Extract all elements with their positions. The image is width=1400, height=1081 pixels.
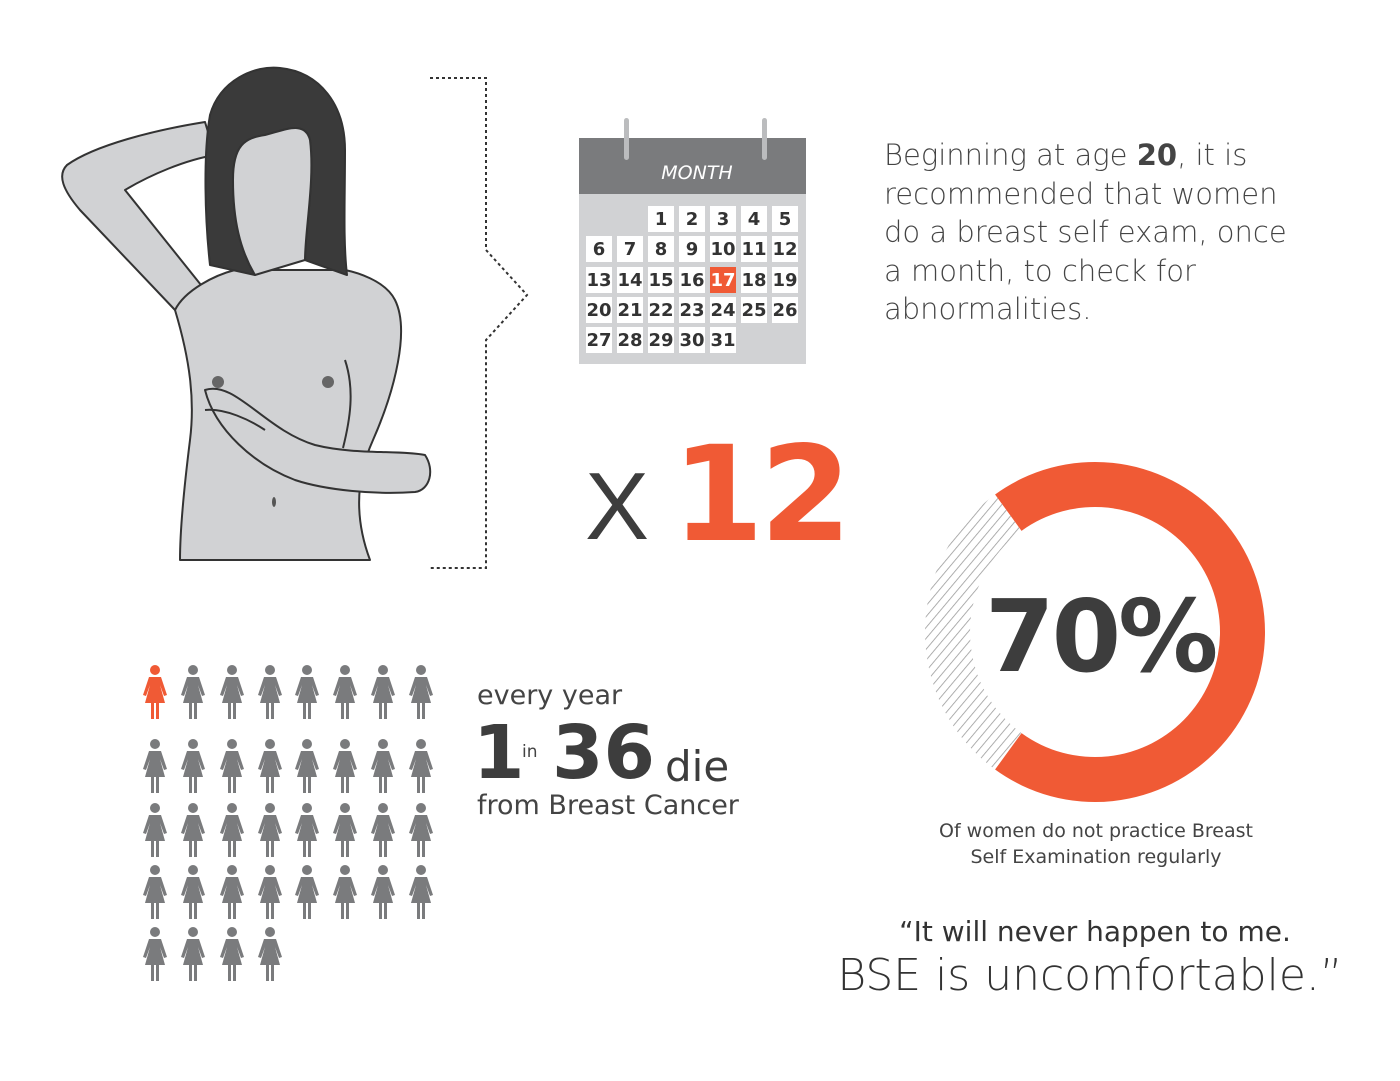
donut-slice-remainder [925,494,1022,770]
woman-figure-icon [295,739,319,793]
woman-figure-icon [220,665,244,719]
calendar-day: 7 [617,236,643,263]
calendar-day: 24 [710,296,736,323]
stat-from: from Breast Cancer [477,790,739,821]
donut-center-label: 70% [985,578,1218,695]
woman-figure-icon [181,865,205,919]
woman-figure-icon [220,803,244,857]
calendar-day: 5 [772,206,798,232]
calendar-header [579,138,806,194]
woman-figure-icon [220,865,244,919]
woman-figure-icon [258,927,282,981]
calendar-day: 3 [710,206,736,232]
calendar-day: 27 [586,327,612,354]
calendar-day: 29 [648,327,674,354]
calendar-day: 25 [741,296,767,323]
woman-figure-icon [258,739,282,793]
woman-figure-icon [409,803,433,857]
calendar-day: 31 [710,327,736,354]
woman-figure-icon [258,803,282,857]
woman-figure-icon [333,803,357,857]
stat-in: in [522,742,538,762]
woman-figure-icon [333,665,357,719]
calendar-day: 22 [648,296,674,323]
times-symbol: X [585,453,650,560]
intro-pre: Beginning at age [884,138,1137,172]
calendar-day: 21 [617,296,643,323]
donut-slice-highlight [995,462,1265,802]
woman-figure-icon [258,665,282,719]
bracket-dotted [430,77,529,569]
woman-figure-icon [371,865,395,919]
calendar-day: 30 [679,327,705,354]
calendar-day: 11 [741,236,767,263]
intro-post: , it is recommended that women do a brea… [884,138,1287,326]
woman-figure-icon [295,803,319,857]
intro-text: Beginning at age 20, it is recommended t… [884,136,1304,329]
calendar-day: 17 [710,266,736,293]
times-count: 12 [672,418,852,572]
woman-figure-icon [409,739,433,793]
stat-every-year: every year [477,680,623,711]
calendar-day: 20 [586,296,612,323]
woman-figure-icon [258,865,282,919]
woman-figure-icon [181,927,205,981]
woman-figure-icon [143,803,167,857]
woman-figure-icon [295,865,319,919]
woman-figure-icon [371,739,395,793]
woman-figure-icon [333,865,357,919]
woman-figure-icon [409,665,433,719]
woman-figure-icon [143,739,167,793]
woman-figure-icon [333,739,357,793]
calendar-day: 14 [617,266,643,293]
woman-figure-icon [295,665,319,719]
woman-figure-icon [409,865,433,919]
calendar-ring-icon [762,118,767,160]
calendar-day: 16 [679,266,705,293]
women-figures-grid [143,665,433,981]
calendar-day: 6 [586,236,612,263]
donut-caption: Of women do not practice Breast Self Exa… [939,820,1253,868]
calendar-day: 10 [710,236,736,263]
calendar-ring-icon [624,118,629,160]
woman-figure-icon [181,803,205,857]
calendar-title: MONTH [661,162,733,184]
calendar-day: 4 [741,206,767,232]
quote-line-1: “It will never happen to me. [899,915,1291,948]
calendar-day: 19 [772,266,798,293]
woman-figure-icon [220,927,244,981]
woman-figure-icon [181,665,205,719]
calendar-day: 9 [679,236,705,263]
woman-self-exam-illustration [61,66,432,561]
donut-chart [925,462,1265,802]
calendar-day: 8 [648,236,674,263]
woman-figure-icon [143,865,167,919]
intro-age: 20 [1136,138,1178,172]
woman-figure-icon [143,665,167,719]
woman-figure-icon [143,927,167,981]
calendar-day: 28 [617,327,643,354]
woman-figure-icon [220,739,244,793]
calendar-day: 12 [772,236,798,263]
calendar-day: 1 [648,206,674,232]
quote-line-2: BSE is uncomfortable.” [837,950,1343,1001]
stat-total: 36 [552,710,655,796]
woman-figure-icon [371,803,395,857]
woman-figure-icon [181,739,205,793]
calendar-day: 15 [648,266,674,293]
stat-die: die [665,742,730,791]
calendar-day: 13 [586,266,612,293]
calendar-day: 26 [772,296,798,323]
calendar-day: 2 [679,206,705,232]
woman-figure-icon [371,665,395,719]
calendar-day: 18 [741,266,767,293]
stat-one: 1 [473,710,525,796]
calendar-day: 23 [679,296,705,323]
